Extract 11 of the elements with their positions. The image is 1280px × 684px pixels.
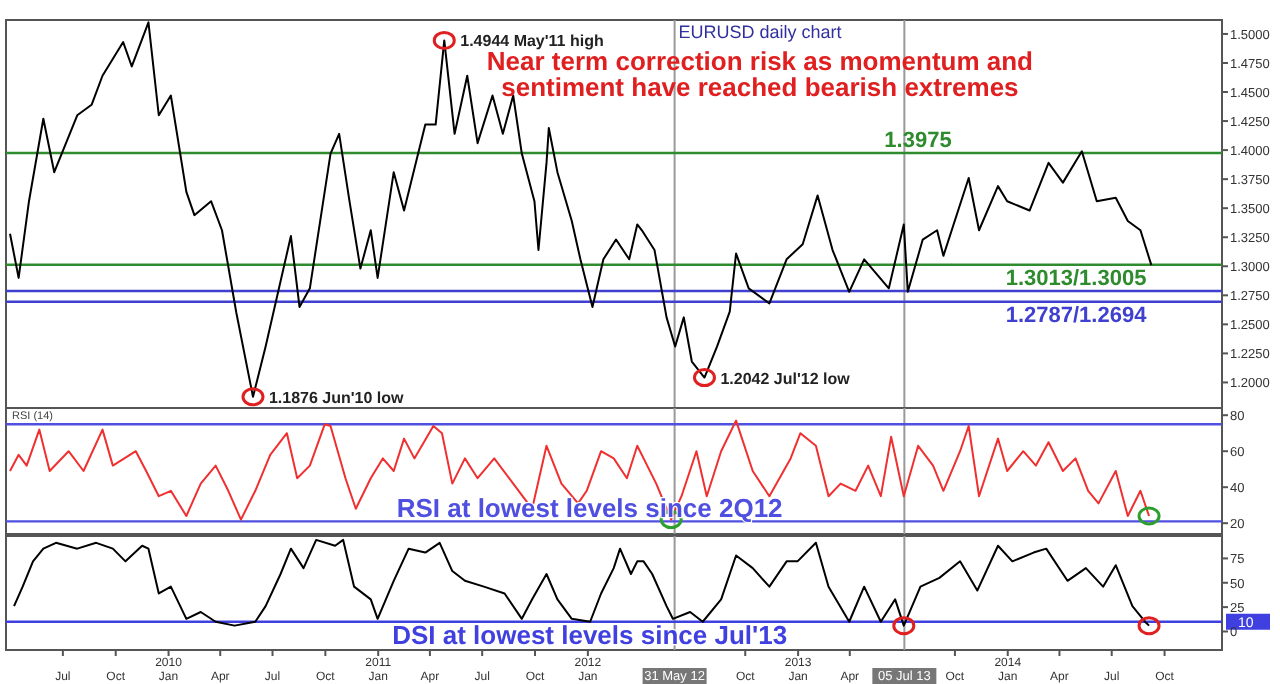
chart-title: EURUSD daily chart [678, 22, 843, 42]
point [241, 387, 265, 407]
point [692, 368, 716, 388]
ref-line-label: 1.3013/1.3005 [1005, 266, 1147, 291]
annotation: 1.2042 Jul'12 low [720, 369, 852, 388]
annotation: 1.1876 Jun'10 low [268, 388, 406, 407]
ref-line-label: 1.3975 [884, 129, 952, 154]
point [432, 30, 456, 50]
annotation: 1.4944 May'11 high [460, 32, 604, 51]
ref-line-label: 1.2787/1.2694 [1005, 303, 1149, 328]
annotation: DSI at lowest levels since Jul'13 [392, 620, 788, 650]
